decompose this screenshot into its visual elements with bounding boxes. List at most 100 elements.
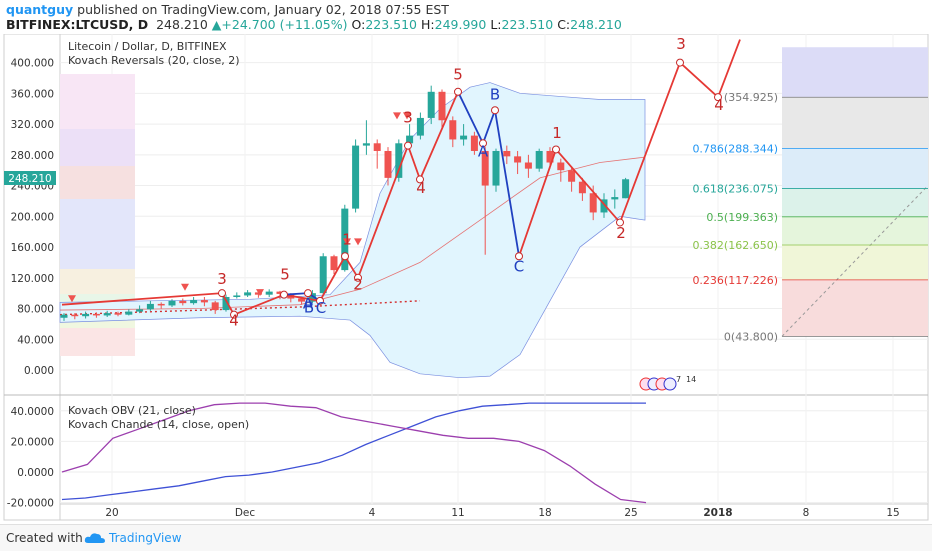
y-tick-label: 320.000 [11, 119, 54, 131]
y-tick-label: 200.000 [11, 211, 54, 223]
wave-label: 3 [217, 270, 227, 288]
wave-label: 1 [342, 231, 352, 249]
fib-band [782, 97, 928, 149]
fib-labels: (354.925) 0.786(288.344) 0.618(236.075) 0.5… [692, 91, 928, 343]
wave-red [518, 39, 741, 257]
indicator-legend: Kovach Reversals (20, close, 2) [68, 54, 240, 67]
candle-body [114, 313, 122, 315]
fib-level-label: 0.5(199.363) [706, 211, 778, 224]
chart-header: quantguy published on TradingView.com, J… [0, 0, 932, 34]
sell-triangle-icon [403, 112, 411, 120]
candle-body [503, 150, 511, 157]
wave-point [515, 252, 523, 261]
sell-triangle-icon [181, 283, 189, 291]
candle-body [352, 145, 360, 209]
wave-label: 5 [280, 265, 290, 283]
wave-label: 3 [676, 35, 686, 53]
published-text: published on TradingView.com, January 02… [77, 2, 449, 17]
candle-body [200, 300, 208, 303]
x-tick-label: 15 [886, 507, 899, 519]
candle-body [600, 199, 608, 213]
wave-point [552, 145, 560, 154]
ohlc-line: BITFINEX:LTCUSD, D 248.210 ▲+24.700 (+11… [6, 17, 622, 32]
candle-body [60, 314, 68, 318]
candle-body [265, 291, 273, 295]
candle-body [136, 309, 144, 312]
wave-label: C [514, 258, 524, 276]
fib-band [60, 74, 135, 129]
y-tick-label: 80.000 [17, 304, 54, 316]
open-value: 223.510 [365, 17, 418, 32]
wave-label: 4 [416, 179, 426, 197]
y-tick-label: 40.0000 [11, 406, 54, 418]
chande-legend: Kovach Chande (14, close, open) [68, 418, 249, 431]
bollinger-middle [59, 156, 646, 311]
x-axis-ticks: 20 Dec 4 11 18 25 2018 8 15 [105, 507, 899, 519]
x-tick-label: 2018 [703, 507, 732, 519]
wave-label: 3 [403, 109, 413, 127]
svg-text:14: 14 [686, 375, 696, 384]
candle-body [254, 292, 262, 295]
candle-body [589, 193, 597, 213]
low-label: L: [490, 17, 502, 32]
price-badge [4, 171, 56, 185]
brand-text: TradingView [109, 531, 182, 545]
fib-band [60, 199, 135, 269]
x-tick-label: 18 [538, 507, 551, 519]
fib-level-label: 0.786(288.344) [692, 142, 778, 155]
fib-band [60, 269, 135, 294]
fib-band [60, 129, 135, 166]
wave-lines [61, 39, 741, 319]
x-tick-label: 4 [369, 507, 376, 519]
left-fib-zone [60, 74, 135, 356]
candle-body [179, 300, 187, 304]
candle-body [157, 303, 165, 306]
candle-body [449, 120, 457, 140]
y-tick-label: 400.000 [11, 58, 54, 70]
candle-body [319, 256, 327, 294]
candle-body [103, 313, 111, 316]
candle-body [622, 179, 630, 199]
lower-pane [61, 402, 647, 504]
tradingview-logo[interactable]: TradingView [84, 530, 182, 545]
y-tick-label: 20.0000 [11, 436, 54, 448]
fib-level-label: 0.382(162.650) [692, 239, 778, 252]
close-label: C: [557, 17, 571, 32]
candle-body [82, 313, 90, 317]
y-tick-label: 160.000 [11, 242, 54, 254]
candle-body [298, 298, 306, 302]
candle-body [492, 150, 500, 186]
wave-point [304, 289, 312, 298]
candle-body [146, 303, 154, 310]
candle-body [535, 150, 543, 169]
fib-level-label: 0.236(117.226) [692, 274, 778, 287]
candle-body [514, 156, 522, 163]
candle-body [460, 135, 468, 140]
x-tick-label: 8 [803, 507, 810, 519]
author-link[interactable]: quantguy [6, 2, 74, 17]
wave-point [491, 106, 499, 115]
high-label: H: [421, 17, 435, 32]
wave-point [280, 290, 288, 299]
sell-triangle-icon [393, 112, 401, 120]
fib-level-label: 0(43.800) [724, 330, 778, 343]
events-marker-icon[interactable]: 7 14 [639, 375, 696, 391]
candle-body [438, 91, 446, 121]
candle-body [308, 293, 316, 302]
candle-body [524, 162, 532, 169]
fib-band [60, 166, 135, 199]
y-tick-label: 360.000 [11, 88, 54, 100]
candle-body [222, 296, 230, 311]
wave-label: A [303, 295, 314, 313]
y-tick-label: 120.000 [11, 273, 54, 285]
candle-body [330, 256, 338, 271]
wave-point [714, 93, 722, 102]
candle-body [470, 135, 478, 151]
candle-body [276, 291, 284, 294]
price-badge-text: 248.210 [8, 173, 51, 185]
x-tick-label: 11 [451, 507, 464, 519]
created-with-text: Created with [6, 531, 83, 545]
sell-triangle-icon [354, 238, 362, 246]
